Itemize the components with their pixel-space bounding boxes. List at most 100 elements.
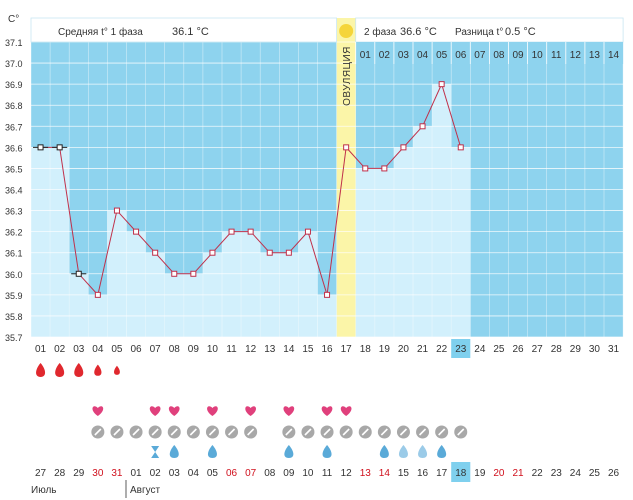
phase1-average-value: 36.1 °C [172,26,209,38]
pill-icon-stripe [94,428,102,436]
temperature-point[interactable] [324,291,331,298]
mucus-drop-icon [284,445,294,458]
temperature-line-segment [250,231,271,254]
calendar-date-label: 05 [207,468,219,479]
calendar-date-label: 10 [302,468,314,479]
calendar-date-label: 06 [226,468,238,479]
cycle-day-label: 13 [264,344,276,355]
temperature-line-segment [212,231,232,254]
temperature-point[interactable] [190,270,197,277]
phase2-day-label: 10 [532,50,544,61]
pill-icon-stripe [418,428,427,436]
y-tick-label: 36.8 [5,101,23,111]
y-tick-label: 37.1 [5,38,23,48]
calendar-date-label: 22 [532,468,544,479]
cycle-day-label: 19 [379,344,391,355]
phase2-day-label: 11 [551,50,562,61]
temperature-point[interactable] [419,123,426,130]
temperature-line-segment [192,252,213,275]
temperature-point[interactable] [209,249,216,256]
blood-drop-icon [94,364,102,376]
cycle-day-label: 16 [321,344,333,355]
pill-icon-stripe [438,428,446,436]
phase2-day-label: 12 [570,50,582,61]
calendar-date-label: 07 [245,468,257,479]
cycle-day-label: 08 [169,344,181,355]
temperature-point[interactable] [171,270,178,277]
heart-icon [245,406,257,416]
pill-icon-stripe [151,428,159,436]
temperature-line-segment [383,147,404,169]
calendar-date-label: 29 [73,468,85,479]
temperature-point[interactable] [247,228,254,235]
temperature-point[interactable] [343,144,350,151]
temperature-point[interactable] [133,228,140,235]
temperature-point[interactable] [457,144,464,151]
phase2-day-label: 04 [417,50,429,61]
temperature-bar [393,147,413,337]
temperature-bar [298,231,318,337]
temperature-point[interactable] [37,144,44,151]
cycle-day-label: 29 [570,344,582,355]
pill-icon-stripe [399,428,408,436]
temperature-point[interactable] [400,144,407,151]
temperature-bar [241,231,261,337]
calendar-date-label: 09 [283,468,295,479]
calendar-date-label: 30 [92,468,104,479]
temperature-point[interactable] [113,207,120,214]
cycle-day-label: 05 [111,344,123,355]
y-tick-label: 36.2 [5,228,23,238]
month-label-july: Июль [31,485,57,496]
cycle-day-label: 25 [493,344,505,355]
current-day-highlight [451,339,471,358]
heart-icon [321,406,333,416]
pill-icon-stripe [189,428,197,436]
temperature-point[interactable] [304,228,311,235]
cycle-day-label: 17 [341,344,353,355]
y-tick-label: 36.7 [5,122,23,132]
temperature-line-segment [326,147,347,295]
calendar-date-label: 13 [360,468,372,479]
phase2-day-label: 07 [474,50,486,61]
temperature-point[interactable] [285,249,292,256]
blood-drop-icon [74,363,84,377]
month-label-august: Август [130,485,161,496]
temperature-point[interactable] [75,270,82,277]
phase2-average-value: 36.6 °C [400,26,437,38]
cycle-day-label: 22 [436,344,448,355]
temperature-bar [164,273,184,337]
temperature-bar [69,273,89,337]
temperature-line-segment [154,252,175,275]
calendar-today-highlight [451,462,471,482]
ovulation-column [336,18,356,337]
blood-drop-icon [114,365,120,375]
y-tick-label: 37.0 [5,59,23,69]
calendar-date-label: 26 [608,468,620,479]
temperature-point[interactable] [362,165,369,172]
cycle-day-label: 14 [283,344,295,355]
pill-icon-stripe [132,428,140,436]
temperature-point[interactable] [152,249,159,256]
cycle-day-label: 12 [245,344,257,355]
temperature-line-segment [135,231,156,254]
phase2-day-label: 06 [455,50,467,61]
calendar-date-label: 28 [54,468,66,479]
temperature-point[interactable] [438,81,445,88]
temperature-point[interactable] [94,291,101,298]
y-tick-label: 35.7 [5,333,23,343]
calendar-date-label: 11 [322,468,333,479]
temperature-line-segment [97,210,118,295]
y-tick-label: 35.8 [5,312,23,322]
temperature-point[interactable] [56,144,63,151]
calendar-date-label: 19 [474,468,486,479]
ovulation-label: ОВУЛЯЦИЯ [342,46,353,106]
temperature-point[interactable] [381,165,388,172]
temperature-point[interactable] [266,249,273,256]
calendar-date-label: 24 [570,468,582,479]
temperature-point[interactable] [228,228,235,235]
phase2-day-label: 09 [512,50,524,61]
calendar-date-label: 21 [512,468,524,479]
mucus-drop-icon [437,445,447,458]
temperature-difference-label: Разница t° [455,27,503,38]
cycle-day-label: 23 [455,344,467,355]
